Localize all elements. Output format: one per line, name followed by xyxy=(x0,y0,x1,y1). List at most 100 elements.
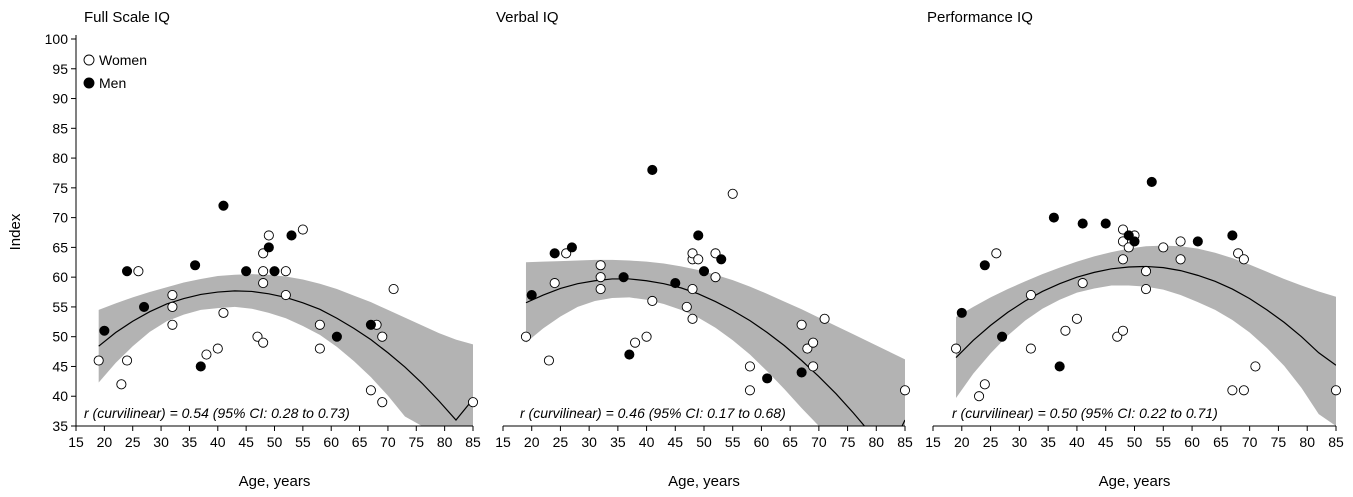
men-point xyxy=(566,242,577,253)
panel-title: Verbal IQ xyxy=(496,9,559,26)
x-tick-label: 40 xyxy=(1069,434,1085,450)
x-tick-label: 70 xyxy=(380,434,396,450)
women-point xyxy=(979,379,990,390)
women-point xyxy=(167,289,178,301)
women-point xyxy=(365,385,376,396)
x-tick-label: 45 xyxy=(238,434,254,450)
men-point xyxy=(647,164,658,176)
x-tick-label: 35 xyxy=(1040,434,1056,450)
x-tick-label: 75 xyxy=(840,434,856,450)
x-tick-label: 65 xyxy=(1213,434,1229,450)
x-tick-label: 80 xyxy=(868,434,884,450)
men-point xyxy=(670,278,681,289)
y-axis-title: Index xyxy=(7,213,24,250)
women-point xyxy=(1238,385,1249,396)
men-point xyxy=(549,248,560,259)
fit-curve xyxy=(525,278,905,426)
men-point xyxy=(526,289,537,301)
y-tick-label: 55 xyxy=(52,299,68,315)
women-point xyxy=(1071,313,1082,324)
women-point xyxy=(167,319,178,330)
women-point xyxy=(744,385,755,396)
men-point xyxy=(139,301,150,312)
women-point xyxy=(116,379,127,390)
x-tick-label: 30 xyxy=(581,434,597,450)
women-point xyxy=(681,301,692,312)
panel-1: 15 20 25 30 35 40 45 50 55 60 65 70 75 80 85 35 40 45 50 55… xyxy=(45,9,481,490)
women-point xyxy=(121,355,133,366)
y-tick-label: 35 xyxy=(52,418,68,434)
men-point xyxy=(762,373,773,384)
x-tick-label: 25 xyxy=(983,434,999,450)
y-tick-label: 65 xyxy=(52,239,68,255)
women-point xyxy=(201,349,212,360)
women-point xyxy=(314,343,325,354)
women-point xyxy=(727,188,738,199)
men-point xyxy=(1100,218,1111,229)
y-tick-label: 90 xyxy=(52,91,68,107)
women-point xyxy=(693,254,704,265)
women-point xyxy=(520,331,532,342)
x-tick-label: 85 xyxy=(897,434,913,450)
men-point xyxy=(195,361,206,372)
men-point xyxy=(263,242,274,253)
women-point xyxy=(1175,236,1186,247)
x-tick-label: 75 xyxy=(408,434,424,450)
women-point xyxy=(974,391,985,402)
y-tick-label: 50 xyxy=(52,329,68,345)
x-tick-label: 60 xyxy=(754,434,770,450)
women-point xyxy=(93,355,104,366)
y-tick-label: 70 xyxy=(52,210,68,226)
correlation-annotation: r (curvilinear) = 0.54 (95% CI: 0.28 to … xyxy=(84,405,350,421)
women-point xyxy=(258,266,269,277)
women-point xyxy=(1158,242,1169,253)
women-point xyxy=(710,272,721,283)
men-point xyxy=(365,319,376,330)
men-point xyxy=(1054,361,1065,372)
x-tick-label: 20 xyxy=(954,434,970,450)
women-point xyxy=(467,397,479,408)
x-tick-label: 20 xyxy=(97,434,113,450)
women-point xyxy=(1227,385,1238,396)
men-point xyxy=(997,331,1008,342)
confidence-band xyxy=(98,274,473,426)
women-point xyxy=(595,260,606,271)
women-point xyxy=(218,307,229,318)
men-point xyxy=(241,266,252,277)
legend-label: Women xyxy=(99,52,147,68)
women-point xyxy=(1117,254,1129,265)
women-point xyxy=(133,266,144,277)
women-point xyxy=(687,313,698,324)
men-point xyxy=(1077,218,1088,229)
men-point xyxy=(269,266,280,277)
women-point xyxy=(808,361,819,372)
men-point xyxy=(796,367,807,378)
x-tick-label: 30 xyxy=(153,434,169,450)
x-tick-label: 80 xyxy=(1299,434,1315,450)
legend-label: Men xyxy=(99,75,126,91)
women-point xyxy=(1060,325,1071,336)
women-point xyxy=(641,331,652,342)
women-point xyxy=(258,337,269,348)
men-point xyxy=(1192,236,1203,247)
y-tick-label: 75 xyxy=(52,180,68,196)
men-point xyxy=(121,266,133,277)
x-tick-label: 20 xyxy=(524,434,540,450)
men-point xyxy=(618,272,629,283)
x-tick-label: 35 xyxy=(610,434,626,450)
y-tick-label: 60 xyxy=(52,269,68,285)
x-tick-label: 60 xyxy=(323,434,339,450)
x-tick-label: 60 xyxy=(1184,434,1200,450)
y-tick-label: 85 xyxy=(52,120,68,136)
x-tick-label: 80 xyxy=(437,434,453,450)
correlation-annotation: r (curvilinear) = 0.46 (95% CI: 0.17 to … xyxy=(520,405,786,421)
men-point xyxy=(979,260,990,271)
women-point xyxy=(212,343,223,354)
x-tick-label: 45 xyxy=(1098,434,1114,450)
women-point xyxy=(388,284,399,295)
women-point xyxy=(280,266,291,277)
x-tick-label: 85 xyxy=(465,434,481,450)
women-point xyxy=(630,337,641,348)
x-tick-label: 50 xyxy=(1127,434,1143,450)
women-point xyxy=(280,289,291,301)
